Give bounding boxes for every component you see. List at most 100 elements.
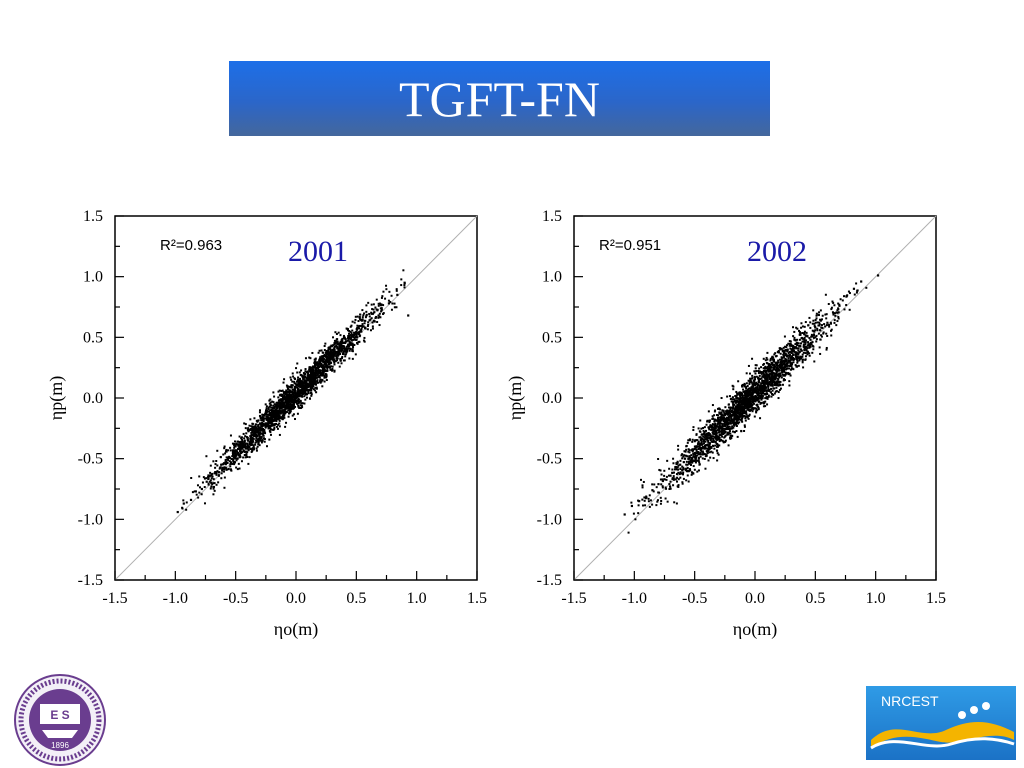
- data-point: [359, 329, 362, 332]
- data-point: [815, 340, 818, 343]
- data-point: [717, 416, 720, 419]
- data-point: [803, 349, 806, 352]
- data-point: [315, 367, 318, 370]
- data-point: [303, 373, 306, 376]
- data-point: [358, 316, 361, 319]
- data-point: [721, 409, 724, 412]
- data-point: [790, 344, 793, 347]
- data-point: [281, 389, 284, 392]
- data-point: [778, 372, 781, 375]
- data-point: [708, 451, 711, 454]
- data-point: [285, 407, 288, 410]
- data-point: [741, 396, 744, 399]
- data-point: [727, 422, 730, 425]
- data-point: [365, 310, 368, 313]
- data-point: [834, 314, 837, 317]
- data-point: [741, 384, 744, 387]
- data-point: [324, 360, 327, 363]
- data-point: [266, 418, 269, 421]
- data-point: [351, 333, 354, 336]
- data-point: [271, 416, 274, 419]
- data-point: [773, 374, 776, 377]
- data-point: [818, 311, 821, 314]
- data-point: [707, 434, 710, 437]
- data-point: [793, 330, 796, 333]
- data-point: [358, 330, 361, 333]
- data-point: [352, 335, 355, 338]
- data-point: [777, 384, 780, 387]
- data-point: [390, 308, 393, 311]
- data-point: [301, 406, 304, 409]
- data-point: [823, 323, 826, 326]
- data-point: [301, 387, 304, 390]
- data-point: [727, 413, 730, 416]
- data-point: [279, 410, 282, 413]
- data-point: [769, 378, 772, 381]
- data-point: [766, 396, 769, 399]
- data-point: [310, 369, 313, 372]
- x-tick-label: -0.5: [682, 590, 707, 607]
- data-point: [813, 322, 816, 325]
- data-point: [659, 502, 662, 505]
- data-point: [697, 453, 700, 456]
- data-point: [657, 458, 660, 461]
- data-point: [715, 436, 718, 439]
- data-point: [240, 460, 243, 463]
- data-point: [766, 379, 769, 382]
- data-point: [755, 399, 758, 402]
- data-point: [309, 357, 312, 360]
- data-point: [642, 480, 645, 483]
- data-point: [730, 400, 733, 403]
- data-point: [712, 439, 715, 442]
- data-point: [715, 419, 718, 422]
- data-point: [310, 375, 313, 378]
- data-point: [260, 441, 263, 444]
- data-point: [729, 410, 732, 413]
- data-point: [255, 437, 258, 440]
- data-point: [279, 405, 282, 408]
- data-point: [755, 375, 758, 378]
- data-point: [339, 359, 342, 362]
- data-point: [677, 444, 680, 447]
- data-point: [254, 428, 257, 431]
- data-point: [303, 386, 306, 389]
- data-point: [735, 405, 738, 408]
- data-point: [773, 380, 776, 383]
- data-point: [684, 468, 687, 471]
- data-point: [773, 372, 776, 375]
- data-point: [764, 385, 767, 388]
- data-point: [697, 427, 700, 430]
- data-point: [660, 500, 663, 503]
- data-point: [819, 338, 822, 341]
- data-point: [660, 483, 663, 486]
- data-point: [251, 447, 254, 450]
- data-point: [325, 376, 328, 379]
- data-point: [726, 409, 729, 412]
- data-point: [739, 409, 742, 412]
- data-point: [729, 432, 732, 435]
- data-point: [733, 430, 736, 433]
- data-point: [348, 332, 351, 335]
- data-point: [747, 379, 750, 382]
- data-point: [255, 447, 258, 450]
- data-point: [765, 386, 768, 389]
- data-point: [718, 438, 721, 441]
- data-point: [695, 459, 698, 462]
- data-point: [337, 349, 340, 352]
- data-point: [742, 398, 745, 401]
- data-point: [691, 461, 694, 464]
- data-point: [335, 355, 338, 358]
- data-point: [726, 426, 729, 429]
- data-point: [279, 412, 282, 415]
- data-point: [267, 426, 270, 429]
- data-point: [292, 375, 295, 378]
- data-point: [801, 353, 804, 356]
- data-point: [211, 475, 214, 478]
- data-point: [814, 318, 817, 321]
- data-point: [260, 423, 263, 426]
- data-point: [745, 382, 748, 385]
- data-point: [702, 438, 705, 441]
- data-point: [743, 385, 746, 388]
- data-point: [724, 439, 727, 442]
- data-point: [697, 442, 700, 445]
